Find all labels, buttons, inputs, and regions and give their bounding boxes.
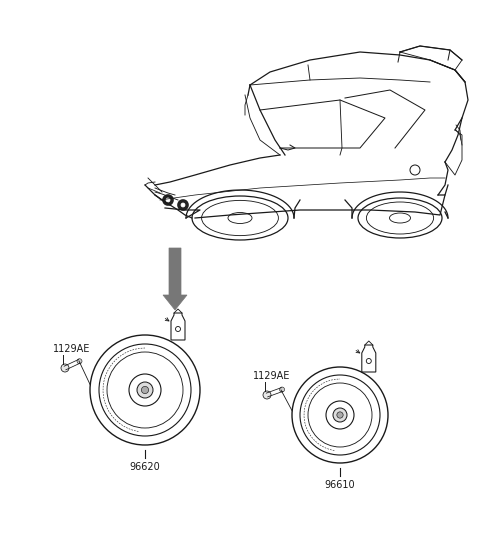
Text: 1129AE: 1129AE <box>253 371 290 381</box>
Text: 96610: 96610 <box>324 480 355 490</box>
Circle shape <box>178 200 188 210</box>
Ellipse shape <box>337 412 343 418</box>
Circle shape <box>263 391 271 399</box>
Circle shape <box>279 387 285 392</box>
Circle shape <box>163 195 173 205</box>
Circle shape <box>61 364 69 372</box>
Ellipse shape <box>333 408 347 422</box>
Ellipse shape <box>90 335 200 445</box>
Text: 96620: 96620 <box>130 462 160 472</box>
Ellipse shape <box>142 386 149 393</box>
Circle shape <box>166 198 170 202</box>
Text: 1129AE: 1129AE <box>53 344 90 354</box>
Polygon shape <box>163 248 187 310</box>
Circle shape <box>77 359 82 364</box>
Ellipse shape <box>137 382 153 398</box>
Ellipse shape <box>292 367 388 463</box>
Circle shape <box>181 203 185 207</box>
